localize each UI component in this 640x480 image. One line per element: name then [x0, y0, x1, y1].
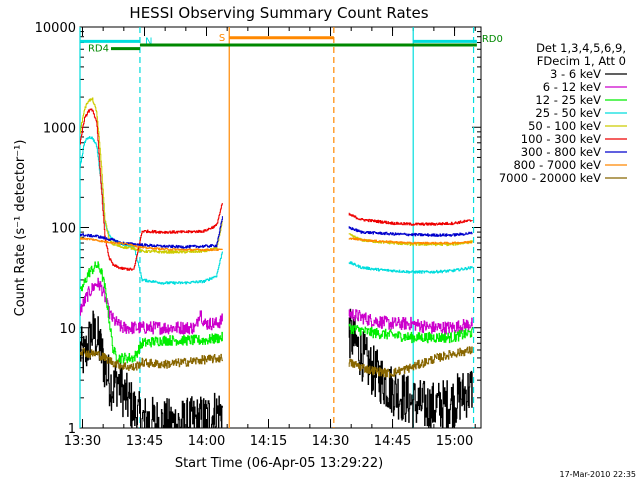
legend-entry-label: 100 - 300 keV	[521, 132, 601, 146]
series-line	[348, 261, 473, 274]
legend-header: Det 1,3,4,5,6,9,	[536, 41, 626, 55]
series-line	[80, 237, 223, 252]
x-tick-label: 14:00	[188, 434, 225, 449]
series-line	[80, 347, 223, 371]
series-line	[348, 212, 473, 226]
series-line	[348, 323, 473, 344]
series-line	[348, 237, 473, 245]
x-tick-label: 14:15	[250, 434, 287, 449]
x-tick-label: 15:00	[436, 434, 473, 449]
flag-label: N	[145, 36, 152, 47]
y-tick-label: 100	[51, 222, 76, 237]
legend-entry-label: 800 - 7000 keV	[513, 158, 601, 172]
series-line	[80, 97, 223, 254]
y-tick-label: 1000	[43, 121, 76, 136]
series-line	[348, 309, 473, 335]
flag-label: RD0	[482, 34, 503, 45]
flag-label: S	[219, 33, 225, 44]
series-line	[80, 277, 223, 335]
series-line	[348, 308, 473, 429]
y-axis-label: Count Rate (s⁻¹ detector⁻¹)	[13, 140, 28, 317]
y-tick-label: 1	[68, 422, 76, 437]
chart-title: HESSI Observing Summary Count Rates	[129, 4, 428, 22]
x-tick-label: 13:30	[64, 434, 101, 449]
y-tick-label: 10000	[35, 21, 76, 36]
legend-entry-label: 12 - 25 keV	[535, 93, 601, 107]
legend: Det 1,3,4,5,6,9,FDecim 1, Att 03 - 6 keV…	[499, 41, 627, 185]
legend-entry-label: 3 - 6 keV	[550, 67, 601, 81]
legend-entry-label: 25 - 50 keV	[535, 106, 601, 120]
x-tick-label: 14:45	[374, 434, 411, 449]
legend-entry-label: 300 - 800 keV	[521, 145, 601, 159]
legend-header: FDecim 1, Att 0	[537, 54, 626, 68]
x-axis-label: Start Time (06-Apr-05 13:29:22)	[175, 456, 383, 471]
series-line	[348, 226, 473, 237]
series-line	[348, 346, 473, 378]
legend-entry-label: 7000 - 20000 keV	[499, 171, 601, 185]
series-line	[80, 136, 223, 285]
x-tick-label: 13:45	[126, 434, 163, 449]
series-line	[80, 261, 223, 364]
legend-entry-label: 50 - 100 keV	[528, 119, 601, 133]
series-line	[80, 216, 223, 249]
plot-area: 1 10 100 1000 10000 13:30 13:45 14:00 14:15 14:30…	[35, 21, 503, 449]
series-line	[80, 310, 223, 429]
x-tick-label: 14:30	[312, 434, 349, 449]
footer-timestamp: 17-Mar-2010 22:35	[560, 470, 637, 479]
legend-entry-label: 6 - 12 keV	[543, 80, 601, 94]
series-line	[80, 108, 223, 271]
y-tick-label: 10	[59, 322, 76, 337]
flag-label: RD4	[88, 44, 109, 55]
